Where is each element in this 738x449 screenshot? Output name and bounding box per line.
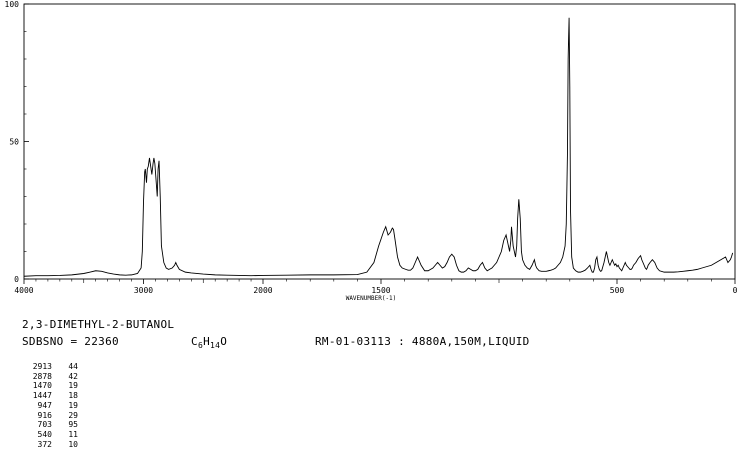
- peak-row: 540 11: [22, 430, 78, 440]
- x-axis-title: WAVENUMBER(-1): [346, 295, 397, 302]
- peak-row: 1470 19: [22, 381, 78, 391]
- axis-tick-labels: 4000 3000 2000 1500 500 0 0 50 100: [5, 0, 738, 295]
- peak-row: 1447 18: [22, 391, 78, 401]
- compound-name: 2,3-DIMETHYL-2-BUTANOL: [22, 318, 175, 331]
- record-info: RM-01-03113 : 4880A,150M,LIQUID: [315, 335, 530, 348]
- formula-o: O: [220, 335, 228, 348]
- y-tick-label: 50: [9, 138, 19, 147]
- peak-transmittance: 10: [68, 439, 78, 449]
- x-tick-label: 2000: [253, 286, 272, 295]
- peak-transmittance: 29: [68, 410, 78, 420]
- peak-transmittance: 19: [68, 400, 78, 410]
- formula-c: C: [191, 335, 198, 348]
- peak-wavenumber: 703: [37, 420, 52, 430]
- formula-c-subscript: 6: [197, 341, 204, 350]
- peak-wavenumber: 372: [37, 439, 52, 449]
- peak-transmittance: 95: [68, 420, 78, 430]
- plot-frame: [23, 3, 736, 280]
- y-tick-label: 100: [5, 0, 20, 9]
- x-tick-label: 3000: [134, 286, 153, 295]
- peak-transmittance: 42: [68, 371, 78, 381]
- ir-spectrum-chart: 4000 3000 2000 1500 500 0 0 50 100 WAVENUMBER(-1…: [5, 0, 738, 302]
- peak-wavenumber: 947: [37, 400, 52, 410]
- peak-row: 372 10: [22, 440, 78, 449]
- peak-row: 2878 42: [22, 372, 78, 382]
- peak-table: 2913 44 2878 42 1470 19 1447 18 947 19 916 29 703 95 5…: [22, 362, 78, 449]
- peak-wavenumber: 1470: [32, 381, 52, 391]
- peak-row: 916 29: [22, 411, 78, 421]
- peak-transmittance: 44: [68, 362, 78, 371]
- x-tick-label: 4000: [14, 286, 33, 295]
- peak-row: 2913 44: [22, 362, 78, 372]
- molecular-formula: C6H14O: [191, 335, 228, 350]
- x-tick-label: 0: [733, 286, 738, 295]
- peak-wavenumber: 2878: [32, 371, 52, 381]
- peak-wavenumber: 916: [37, 410, 52, 420]
- y-tick-label: 0: [14, 275, 19, 284]
- peak-transmittance: 18: [68, 391, 78, 401]
- x-tick-label: 500: [610, 286, 625, 295]
- formula-h-subscript: 14: [210, 341, 221, 350]
- peak-row: 703 95: [22, 420, 78, 430]
- sdbs-number: SDBSNO = 22360: [22, 335, 119, 348]
- peak-transmittance: 19: [68, 381, 78, 391]
- peak-transmittance: 11: [68, 429, 78, 439]
- axis-ticks: [23, 3, 736, 284]
- x-tick-label: 1500: [371, 286, 390, 295]
- peak-wavenumber: 540: [37, 429, 52, 439]
- peak-row: 947 19: [22, 401, 78, 411]
- peak-wavenumber: 2913: [32, 362, 52, 371]
- peak-wavenumber: 1447: [32, 391, 52, 401]
- formula-h: H: [203, 335, 210, 348]
- spectrum-series-line: [23, 17, 734, 277]
- plot-border: [23, 3, 736, 280]
